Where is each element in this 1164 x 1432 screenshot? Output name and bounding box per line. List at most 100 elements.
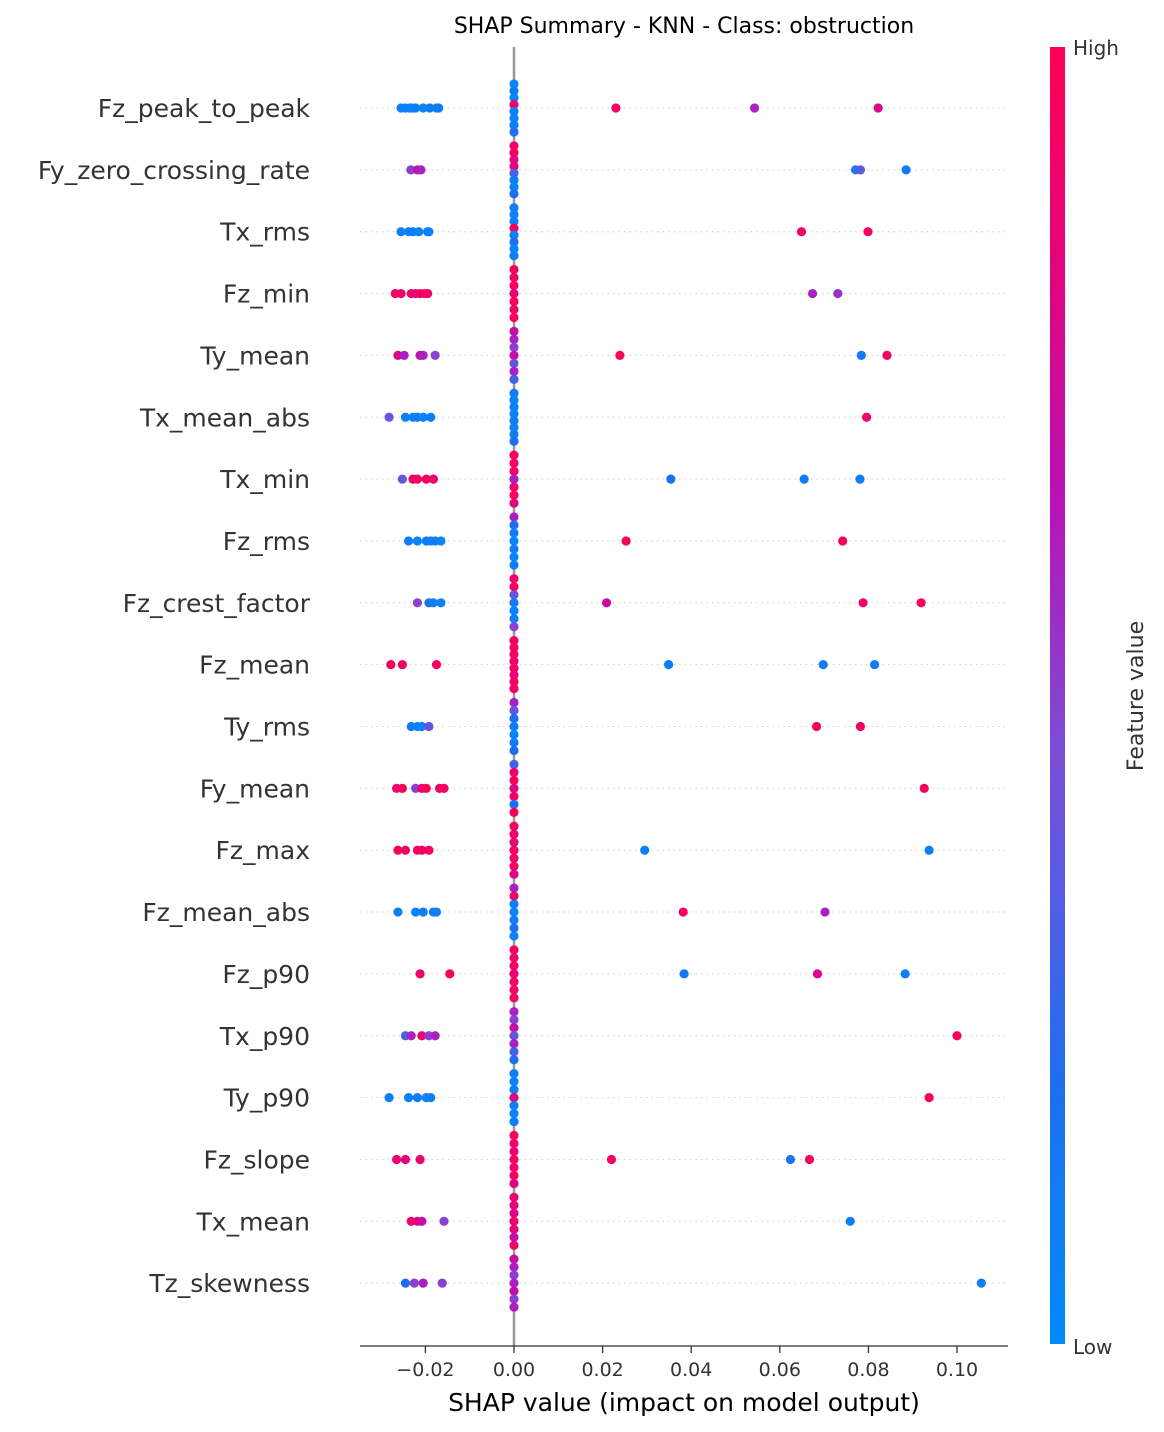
shap-point [509,326,519,336]
shap-point [431,907,442,917]
shap-point [509,791,519,801]
shap-point [509,663,519,673]
shap-points [384,79,986,1312]
shap-point [856,350,866,360]
shap-point [509,636,519,646]
shap-point [509,1101,519,1111]
x-tick-label: 0.08 [847,1359,889,1381]
shap-point [509,312,519,323]
shap-point [509,915,519,925]
shap-point [509,869,519,879]
shap-point [509,272,519,283]
shap-point [509,1085,519,1095]
shap-point [679,969,689,979]
shap-point [845,1216,855,1226]
shap-point [509,154,519,165]
shap-point [509,230,519,240]
shap-point [431,660,442,670]
shap-point [509,1077,519,1087]
shap-point [509,1162,519,1173]
shap-point [509,409,519,419]
shap-point [509,1262,519,1272]
shap-point [509,436,519,446]
x-tick-label: 0.10 [936,1359,978,1381]
shap-point [509,783,519,793]
shap-point [882,350,892,360]
shap-point [509,482,519,492]
shap-point [509,552,519,562]
shap-point [425,103,435,113]
shap-point [412,1093,423,1103]
shap-point [426,1093,436,1103]
feature-labels: Fz_peak_to_peak Fy_zero_crossing_rate Tx_r… [38,94,311,1298]
shap-point [509,582,519,592]
shap-point [509,807,519,817]
shap-point [393,907,403,917]
shap-point [397,660,407,670]
shap-point [509,168,519,178]
x-tick-label: 0.04 [670,1359,712,1381]
shap-point [509,837,519,847]
shap-point [509,853,519,863]
shap-point [509,1138,519,1149]
shap-point [421,783,431,793]
shap-point [509,969,519,979]
shap-point [426,412,436,422]
shap-point [430,1031,440,1041]
shap-point [509,993,519,1003]
shap-point [509,1294,519,1304]
shap-point [509,677,519,687]
shap-point [400,845,411,855]
shap-point [418,1278,428,1288]
shap-point [509,450,519,460]
shap-point [509,606,519,616]
shap-point [436,598,446,608]
shap-point [416,165,426,175]
shap-point [509,1093,519,1103]
shap-point [428,474,438,484]
shap-point [785,1154,796,1165]
shap-point [855,721,866,732]
shap-point [417,1031,427,1041]
shap-point [873,103,883,113]
shap-point [863,227,873,237]
shap-point [838,536,848,546]
shap-point [509,189,519,199]
shap-point [384,1093,394,1103]
shap-point [509,1232,519,1242]
shap-point [919,783,929,793]
shap-point [509,86,519,96]
x-tick-label: 0.02 [581,1359,623,1381]
shap-point [509,528,519,538]
feature-label: Fz_rms [223,527,310,556]
shap-point [509,395,519,405]
shap-point [509,614,519,624]
shap-point [509,1130,519,1141]
shap-point [807,288,818,299]
shap-point [900,969,910,979]
shap-point [509,334,519,344]
shap-point [509,721,519,732]
shap-point [509,697,519,708]
shap-point [678,907,688,917]
shap-point [509,536,519,546]
shap-point [870,660,880,670]
shap-point [976,1278,986,1288]
shap-point [509,429,519,439]
shap-point [509,1039,519,1049]
shap-point [509,175,519,185]
x-tick-label: 0.00 [493,1359,535,1381]
shap-point [509,945,519,955]
shap-point [400,1278,411,1288]
shap-point [509,1069,519,1079]
shap-point [415,969,425,979]
shap-point [406,1031,416,1041]
shap-point [615,350,625,360]
shap-point [509,670,519,680]
shap-point [509,1224,519,1234]
shap-point [509,280,519,291]
colorbar-low-label: Low [1073,1335,1112,1359]
shap-point [855,474,865,484]
shap-point [509,891,519,901]
